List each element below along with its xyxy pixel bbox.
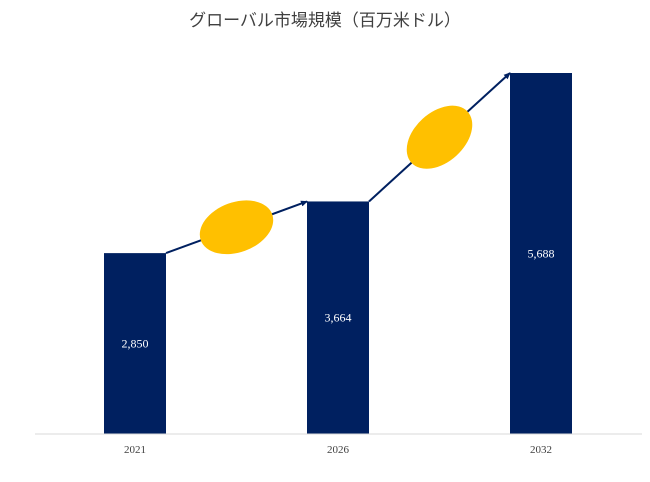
data-label-2021: 2,850	[122, 337, 149, 351]
data-label-2032: 5,688	[528, 247, 555, 261]
x-tick-2026: 2026	[327, 444, 350, 456]
x-tick-2021: 2021	[124, 444, 146, 456]
bar-2032	[510, 73, 572, 434]
bars: 2,850 3,664 5,688	[104, 73, 572, 434]
growth-annotations	[165, 72, 511, 255]
growth-ellipse-2026-2032	[406, 105, 473, 169]
x-tick-2032: 2032	[530, 444, 552, 456]
bar-2026	[307, 201, 369, 434]
chart-title: グローバル市場規模（百万米ドル）	[189, 11, 461, 31]
bar-2021	[104, 253, 166, 434]
x-axis-ticks: 2021 2026 2032	[124, 444, 552, 456]
data-label-2026: 3,664	[325, 311, 352, 325]
growth-ellipse-2021-2026	[199, 200, 274, 255]
